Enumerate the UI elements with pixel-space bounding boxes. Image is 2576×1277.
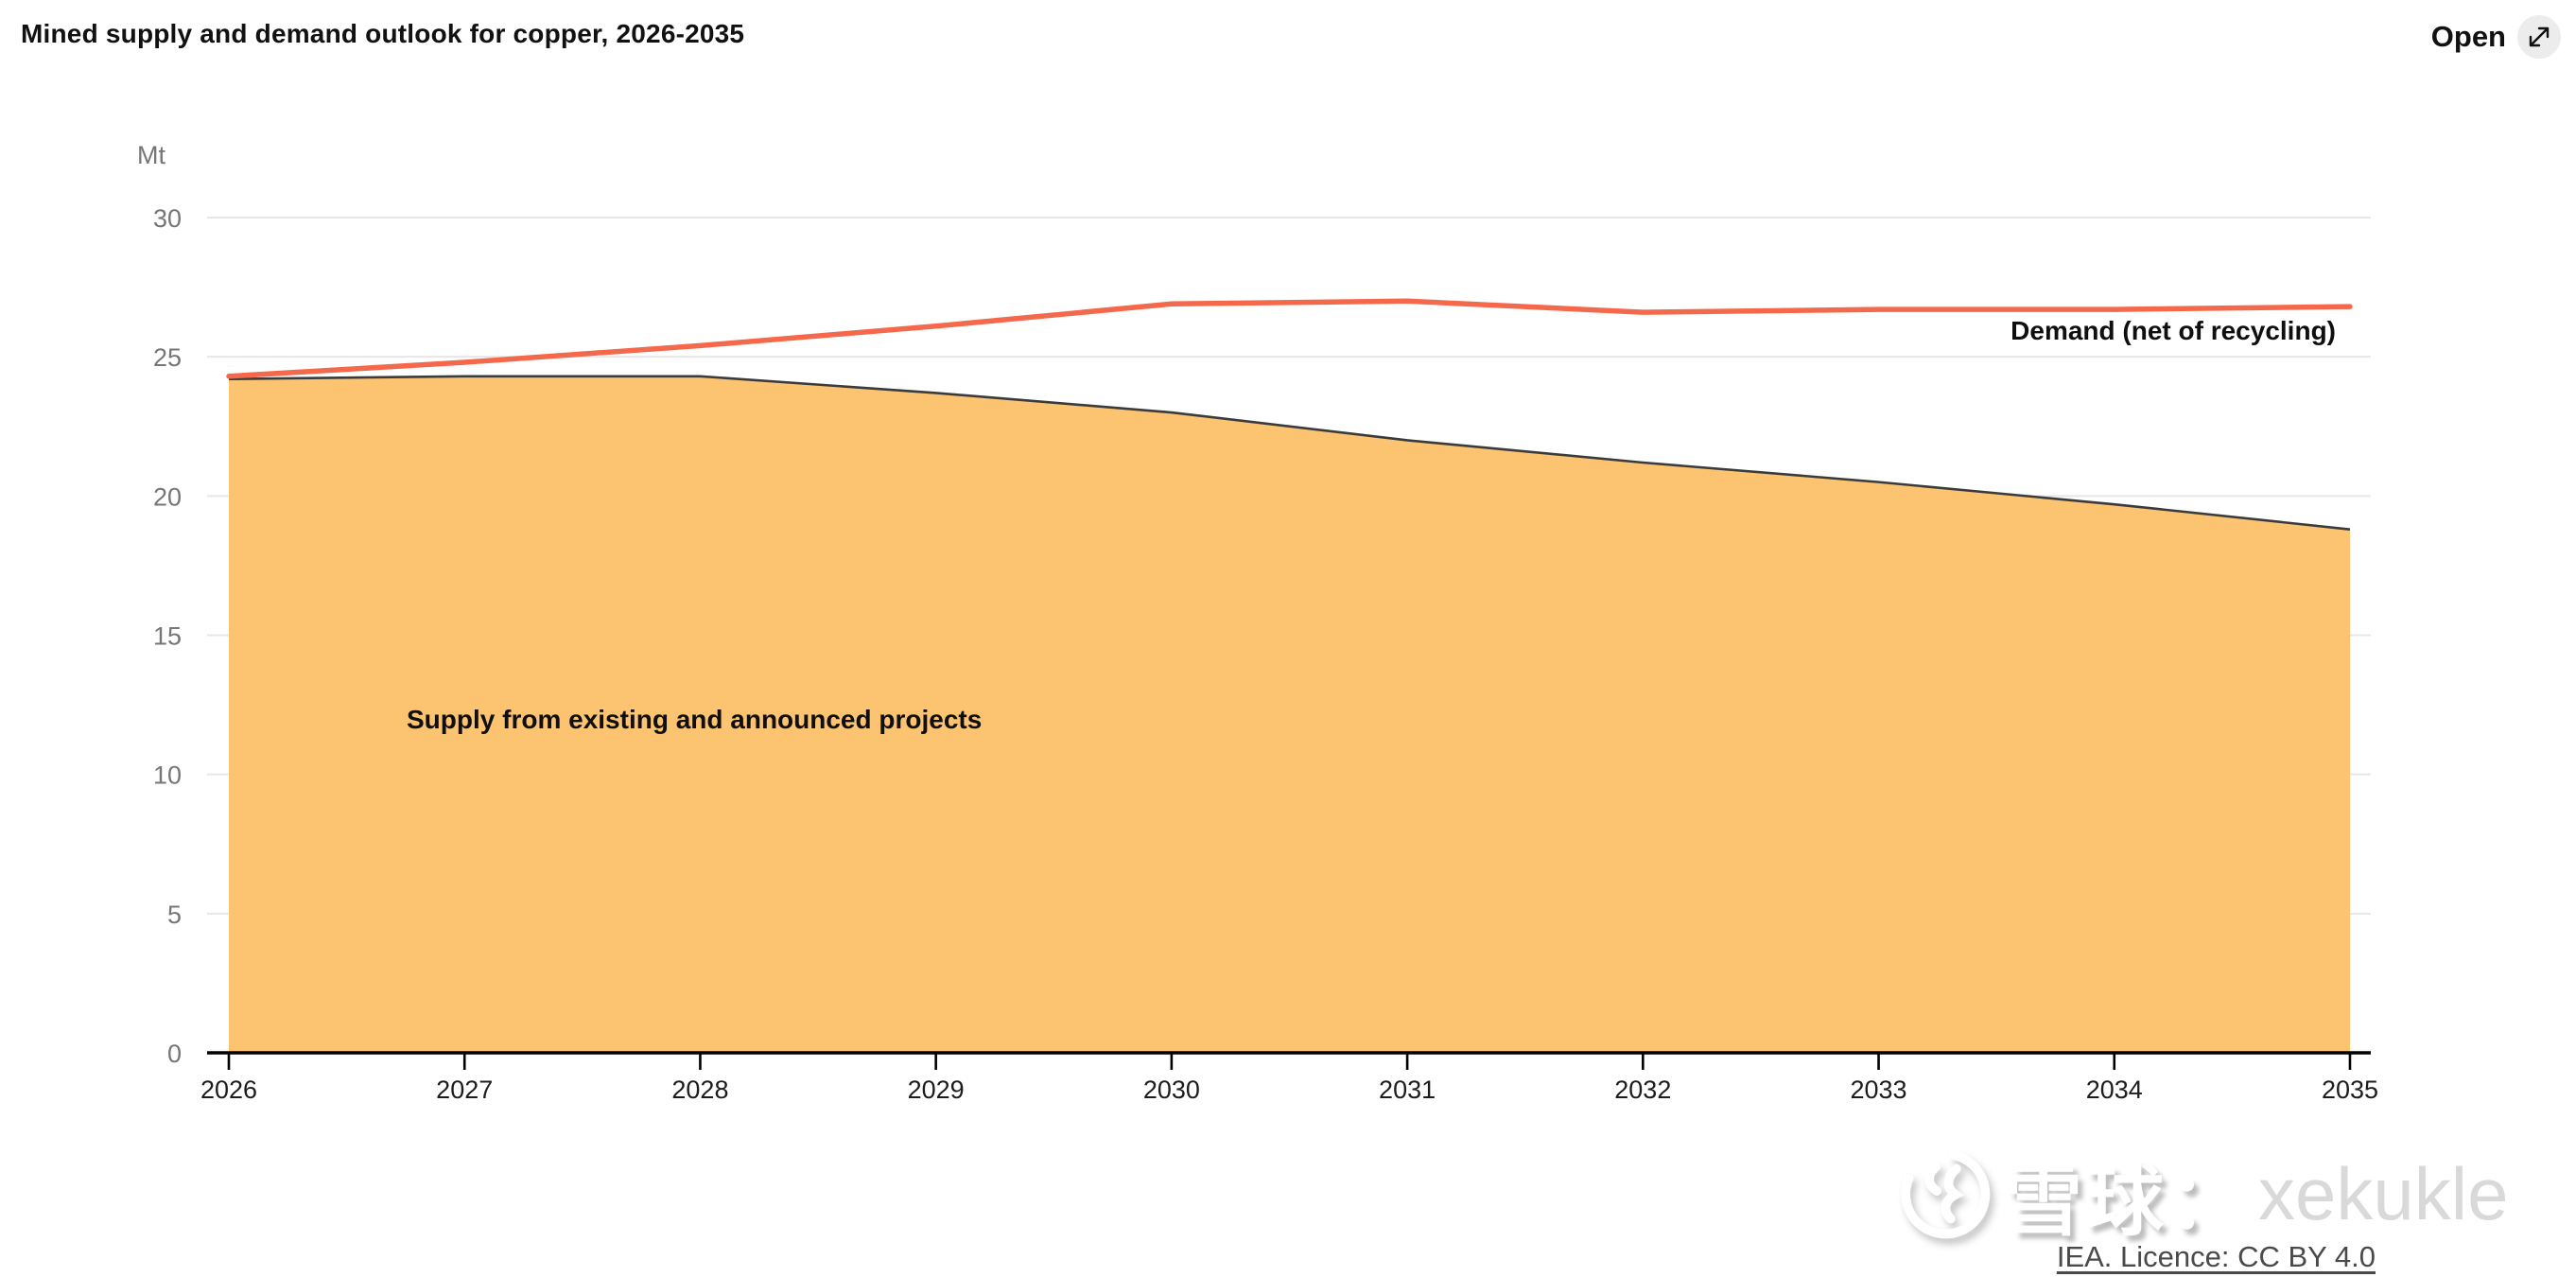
expand-icon[interactable] <box>2517 15 2561 59</box>
x-tick-label: 2026 <box>200 1076 257 1104</box>
x-tick-label: 2027 <box>436 1076 493 1104</box>
x-tick-label: 2034 <box>2086 1076 2143 1104</box>
x-tick-label: 2035 <box>2322 1076 2378 1104</box>
open-button-label: Open <box>2430 20 2506 53</box>
supply-area <box>229 376 2350 1053</box>
y-tick-label: 0 <box>167 1040 182 1068</box>
supply-top-line <box>228 375 2351 531</box>
x-tick-label: 2030 <box>1143 1076 1200 1104</box>
demand-series-label: Demand (net of recycling) <box>2010 316 2336 345</box>
y-tick-label: 25 <box>153 343 182 372</box>
page-title: Mined supply and demand outlook for copp… <box>21 19 745 48</box>
x-tick-label: 2029 <box>908 1076 965 1104</box>
supply-series-label: Supply from existing and announced proje… <box>407 705 983 734</box>
x-tick-label: 2031 <box>1379 1076 1436 1104</box>
y-axis-unit-label: Mt <box>137 141 165 169</box>
iea-licence-link[interactable]: IEA. Licence: CC BY 4.0 <box>2056 1240 2376 1273</box>
open-button[interactable]: Open <box>2431 15 2561 59</box>
y-tick-label: 10 <box>153 761 182 790</box>
demand-line <box>226 298 2353 379</box>
y-tick-label: 20 <box>153 482 182 511</box>
x-tick-label: 2033 <box>1851 1076 1907 1104</box>
x-tick-label: 2028 <box>671 1076 728 1104</box>
y-tick-label: 15 <box>153 622 182 651</box>
y-tick-label: 5 <box>167 901 182 929</box>
x-tick-label: 2032 <box>1614 1076 1671 1104</box>
y-tick-label: 30 <box>153 204 182 233</box>
